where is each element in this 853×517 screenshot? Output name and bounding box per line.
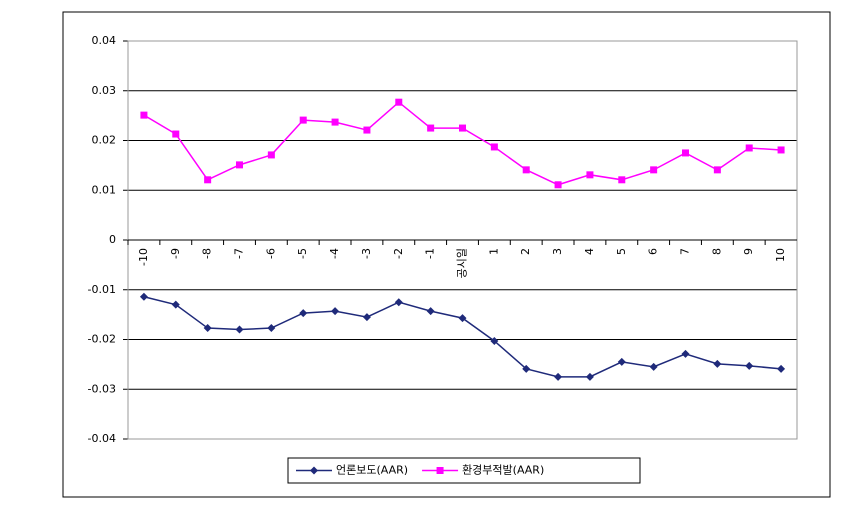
point	[331, 118, 339, 126]
point	[171, 300, 180, 309]
point	[554, 372, 563, 381]
point	[299, 116, 307, 124]
x-tick-label: 5	[615, 248, 628, 255]
x-tick-label: 9	[742, 248, 755, 255]
point	[713, 166, 721, 174]
x-tick-label: 8	[710, 248, 723, 255]
chart-frame	[62, 11, 831, 498]
point	[745, 361, 754, 370]
point	[139, 292, 148, 301]
y-tick-label: 0.03	[92, 84, 117, 97]
point	[203, 324, 212, 333]
point	[395, 98, 403, 106]
legend-label: 언론보도(AAR)	[336, 464, 408, 477]
x-tick-label: 공시일	[455, 248, 469, 278]
point	[777, 364, 786, 373]
point	[522, 364, 531, 373]
y-tick-label: 0.02	[92, 134, 117, 147]
x-tick-label: -8	[201, 248, 214, 259]
point	[777, 146, 785, 154]
x-tick-label: -10	[137, 248, 150, 266]
y-tick-label: -0.04	[88, 432, 116, 445]
y-tick-label: 0	[109, 233, 116, 246]
x-tick-label: 3	[551, 248, 564, 255]
x-tick-label: 10	[774, 248, 787, 262]
x-tick-label: -6	[264, 248, 277, 259]
point	[458, 314, 467, 323]
x-tick-label: -4	[328, 248, 341, 259]
point	[426, 307, 435, 316]
point	[362, 313, 371, 322]
point	[490, 336, 499, 345]
point	[235, 325, 244, 334]
point	[140, 111, 148, 119]
point	[394, 298, 403, 307]
point	[204, 176, 212, 184]
point	[427, 124, 435, 132]
point	[236, 161, 243, 169]
y-tick-label: 0.01	[92, 183, 117, 196]
point	[490, 143, 498, 151]
point	[267, 324, 276, 333]
x-tick-label: -2	[392, 248, 405, 259]
point	[436, 467, 444, 474]
x-tick-label: 1	[487, 248, 500, 255]
point	[586, 171, 594, 179]
point	[745, 144, 753, 152]
x-tick-label: -9	[169, 248, 182, 259]
y-tick-label: 0.04	[92, 34, 117, 47]
point	[650, 166, 658, 174]
point	[522, 166, 530, 174]
x-tick-label: -3	[360, 248, 373, 259]
y-tick-label: -0.02	[88, 333, 116, 346]
point	[331, 307, 340, 316]
legend-box	[287, 457, 641, 484]
point	[681, 349, 690, 358]
point	[554, 181, 562, 189]
point	[172, 130, 180, 138]
point	[617, 357, 626, 366]
x-tick-label: -7	[233, 248, 246, 259]
point	[713, 359, 722, 368]
x-tick-label: 7	[679, 248, 692, 255]
point	[310, 466, 318, 475]
x-tick-label: 6	[647, 248, 660, 255]
x-tick-label: -1	[424, 248, 437, 259]
legend-label: 환경부적발(AAR)	[462, 464, 544, 477]
point	[267, 151, 275, 159]
point	[682, 149, 689, 157]
y-tick-label: -0.03	[88, 382, 116, 395]
point	[459, 124, 466, 132]
point	[649, 362, 658, 371]
x-tick-label: -5	[296, 248, 309, 259]
point	[618, 176, 626, 184]
point	[299, 309, 308, 318]
point	[585, 372, 594, 381]
y-tick-label: -0.01	[88, 283, 116, 296]
point	[363, 126, 371, 134]
x-tick-label: 2	[519, 248, 532, 255]
x-tick-label: 4	[583, 248, 596, 255]
